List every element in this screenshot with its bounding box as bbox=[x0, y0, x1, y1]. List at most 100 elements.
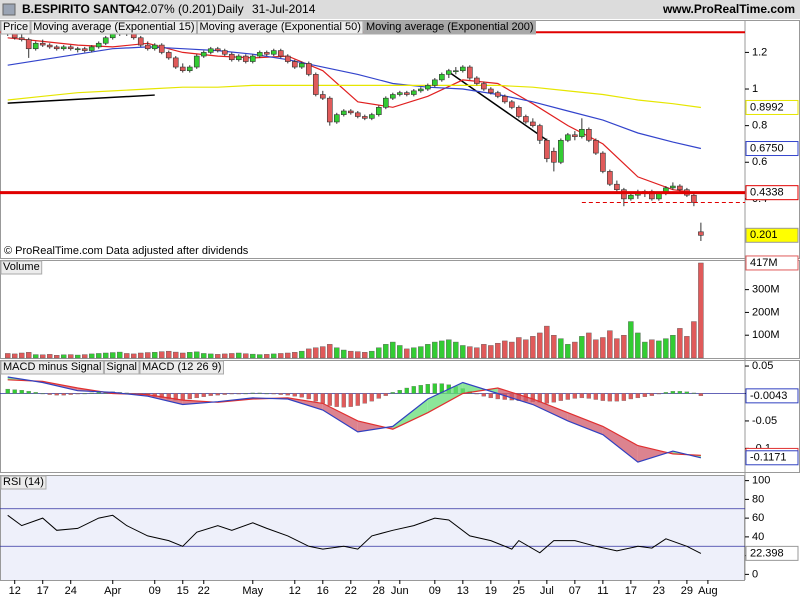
histogram-bar bbox=[82, 393, 87, 395]
candle-body bbox=[607, 171, 613, 185]
volume-bar bbox=[229, 353, 235, 359]
candle-body bbox=[270, 50, 277, 55]
candle-body bbox=[102, 37, 109, 44]
histogram-bar bbox=[47, 393, 52, 395]
histogram-bar bbox=[572, 393, 578, 399]
candle-body bbox=[523, 116, 529, 123]
histogram-bar bbox=[607, 393, 613, 402]
histogram-bar bbox=[299, 393, 304, 398]
candle-body bbox=[411, 90, 417, 95]
candle-body bbox=[460, 66, 466, 72]
volume-bar bbox=[215, 354, 221, 359]
candle-body bbox=[242, 55, 249, 62]
y-tick-label: 60 bbox=[752, 512, 764, 524]
x-tick-label: 09 bbox=[149, 585, 161, 597]
histogram-bar bbox=[488, 393, 493, 399]
candle-body bbox=[25, 39, 32, 50]
candle-body bbox=[53, 46, 60, 50]
candle-body bbox=[67, 46, 74, 50]
x-tick-label: 17 bbox=[625, 585, 637, 597]
volume-bar bbox=[124, 353, 130, 359]
macd-fill bbox=[532, 399, 568, 421]
candle-body bbox=[439, 74, 445, 81]
histogram-bar bbox=[600, 393, 606, 401]
volume-bar bbox=[453, 341, 459, 359]
x-tick-label: 22 bbox=[345, 585, 357, 597]
legend-label: Volume bbox=[3, 261, 40, 273]
histogram-bar bbox=[579, 393, 585, 399]
legend-box bbox=[139, 360, 224, 375]
value-label: 0.4338 bbox=[750, 187, 784, 199]
x-tick-label: 11 bbox=[597, 585, 608, 597]
volume-bar bbox=[509, 341, 515, 359]
candle-body bbox=[228, 53, 235, 61]
histogram-bar bbox=[229, 393, 234, 395]
legend-box bbox=[0, 475, 47, 490]
histogram-bar bbox=[362, 393, 367, 404]
candle-body bbox=[291, 61, 298, 68]
candle-body bbox=[516, 107, 522, 117]
volume-bar bbox=[250, 353, 256, 359]
macd-fill bbox=[637, 445, 673, 463]
candle-body bbox=[340, 110, 347, 115]
volume-bar bbox=[558, 338, 564, 359]
candle-body bbox=[586, 128, 592, 141]
candle-body bbox=[509, 101, 515, 108]
candle-body bbox=[235, 55, 242, 61]
candle-body bbox=[11, 33, 18, 39]
header-icon[interactable] bbox=[2, 3, 16, 16]
candle-body bbox=[628, 194, 634, 200]
histogram-bar bbox=[670, 391, 676, 394]
volume-bar bbox=[488, 345, 494, 359]
volume-bar bbox=[159, 351, 165, 359]
histogram-bar bbox=[306, 393, 311, 400]
histogram-bar bbox=[348, 393, 353, 407]
volume-bar bbox=[306, 348, 312, 359]
legend-label: Moving average (Exponential 50) bbox=[200, 21, 361, 33]
candle-body bbox=[333, 114, 340, 123]
histogram-bar bbox=[320, 393, 325, 404]
volume-bar bbox=[593, 339, 599, 359]
volume-bar bbox=[236, 352, 242, 359]
candle-body bbox=[172, 57, 179, 68]
y-tick-label: 100M bbox=[752, 329, 780, 341]
histogram-bar bbox=[222, 393, 227, 395]
volume-bar bbox=[467, 346, 473, 359]
histogram-bar bbox=[208, 393, 213, 396]
moving-average bbox=[7, 46, 702, 150]
volume-bar bbox=[292, 352, 298, 359]
volume-bar bbox=[481, 344, 487, 359]
y-tick-label: -0.05 bbox=[752, 415, 777, 427]
candle-body bbox=[284, 55, 291, 62]
x-tick-label: 17 bbox=[37, 585, 49, 597]
volume-bar bbox=[103, 352, 109, 359]
value-label: 0.8992 bbox=[750, 101, 784, 113]
x-tick-label: 12 bbox=[289, 585, 301, 597]
x-tick-label: Jul bbox=[540, 585, 554, 597]
candle-body bbox=[165, 52, 172, 59]
candle-body bbox=[95, 42, 102, 48]
volume-bar bbox=[285, 352, 291, 359]
macd-fill bbox=[602, 426, 638, 463]
candle-body bbox=[368, 114, 375, 119]
candle-body bbox=[544, 139, 550, 159]
candle-body bbox=[691, 194, 697, 203]
volume-bar bbox=[677, 328, 683, 359]
y-tick-label: 1.2 bbox=[752, 46, 767, 58]
histogram-bar bbox=[341, 393, 346, 408]
volume-bar bbox=[173, 351, 179, 359]
candle-body bbox=[474, 77, 480, 84]
volume-bar bbox=[117, 351, 123, 359]
volume-bar bbox=[264, 354, 270, 359]
histogram-bar bbox=[19, 390, 24, 394]
candle-body bbox=[565, 134, 571, 141]
candle-body bbox=[614, 183, 620, 191]
histogram-bar bbox=[404, 387, 409, 394]
candle-body bbox=[656, 193, 662, 200]
macd-panel bbox=[0, 360, 800, 473]
volume-bar bbox=[180, 352, 186, 359]
value-label: 22.398 bbox=[750, 547, 784, 559]
volume-bar bbox=[397, 345, 403, 359]
histogram-bar bbox=[558, 393, 564, 401]
volume-bar bbox=[152, 352, 158, 359]
